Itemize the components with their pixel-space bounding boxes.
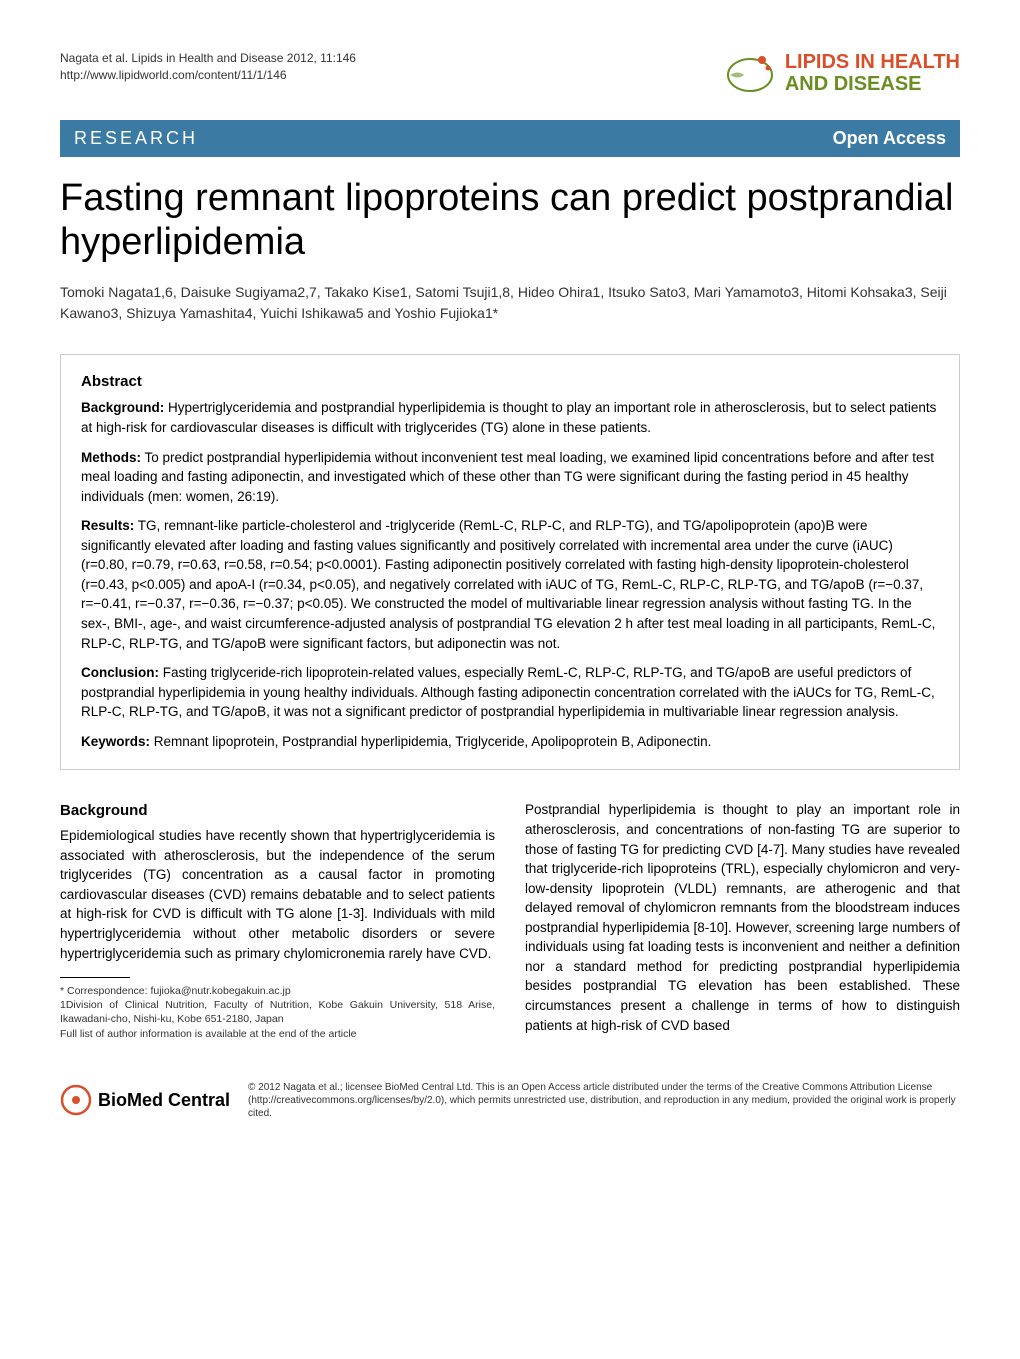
article-type-label: RESEARCH [74, 128, 198, 149]
abstract-methods-text: To predict postprandial hyperlipidemia w… [81, 450, 934, 504]
journal-name-line-1: LIPIDS IN HEALTH [785, 51, 960, 73]
abstract-results: Results: TG, remnant-like particle-chole… [81, 516, 939, 653]
abstract-conclusion-text: Fasting triglyceride-rich lipoprotein-re… [81, 665, 935, 719]
page-footer: BioMed Central © 2012 Nagata et al.; lic… [60, 1071, 960, 1120]
biomed-central-icon [60, 1084, 92, 1116]
license-text: © 2012 Nagata et al.; licensee BioMed Ce… [248, 1081, 960, 1120]
article-title: Fasting remnant lipoproteins can predict… [60, 177, 960, 264]
journal-name: LIPIDS IN HEALTH AND DISEASE [785, 51, 960, 95]
biomed-central-logo: BioMed Central [60, 1084, 230, 1116]
citation-line-2: http://www.lipidworld.com/content/11/1/1… [60, 67, 356, 84]
correspondence: * Correspondence: fujioka@nutr.kobegakui… [60, 984, 495, 998]
abstract-results-label: Results: [81, 518, 134, 533]
biomed-central-text: BioMed Central [98, 1090, 230, 1111]
abstract-box: Abstract Background: Hypertriglyceridemi… [60, 354, 960, 770]
journal-logo-icon [720, 50, 775, 95]
journal-name-line-2: AND DISEASE [785, 73, 922, 95]
abstract-conclusion: Conclusion: Fasting triglyceride-rich li… [81, 663, 939, 722]
footnote-block: * Correspondence: fujioka@nutr.kobegakui… [60, 984, 495, 1041]
abstract-background-label: Background: [81, 400, 164, 415]
abstract-keywords: Keywords: Remnant lipoprotein, Postprand… [81, 732, 939, 752]
abstract-results-text: TG, remnant-like particle-cholesterol an… [81, 518, 935, 650]
author-list: Tomoki Nagata1,6, Daisuke Sugiyama2,7, T… [60, 282, 960, 324]
keywords-label: Keywords: [81, 734, 150, 749]
background-heading: Background [60, 800, 495, 822]
abstract-background: Background: Hypertriglyceridemia and pos… [81, 398, 939, 437]
abstract-background-text: Hypertriglyceridemia and postprandial hy… [81, 400, 936, 435]
journal-brand: LIPIDS IN HEALTH AND DISEASE [720, 50, 960, 95]
open-access-label: Open Access [833, 128, 946, 149]
body-columns: Background Epidemiological studies have … [60, 800, 960, 1040]
abstract-methods: Methods: To predict postprandial hyperli… [81, 448, 939, 507]
abstract-heading: Abstract [81, 373, 939, 390]
page-header: Nagata et al. Lipids in Health and Disea… [60, 50, 960, 95]
right-column: Postprandial hyperlipidemia is thought t… [525, 800, 960, 1040]
citation-block: Nagata et al. Lipids in Health and Disea… [60, 50, 356, 84]
citation-line-1: Nagata et al. Lipids in Health and Disea… [60, 50, 356, 67]
left-column: Background Epidemiological studies have … [60, 800, 495, 1040]
article-type-banner: RESEARCH Open Access [60, 120, 960, 157]
keywords-text: Remnant lipoprotein, Postprandial hyperl… [150, 734, 711, 749]
footnote-divider [60, 977, 130, 978]
abstract-conclusion-label: Conclusion: [81, 665, 159, 680]
full-author-list-note: Full list of author information is avail… [60, 1027, 495, 1041]
right-column-text: Postprandial hyperlipidemia is thought t… [525, 800, 960, 1035]
left-column-text: Epidemiological studies have recently sh… [60, 826, 495, 963]
abstract-methods-label: Methods: [81, 450, 141, 465]
affiliation-1: 1Division of Clinical Nutrition, Faculty… [60, 998, 495, 1026]
